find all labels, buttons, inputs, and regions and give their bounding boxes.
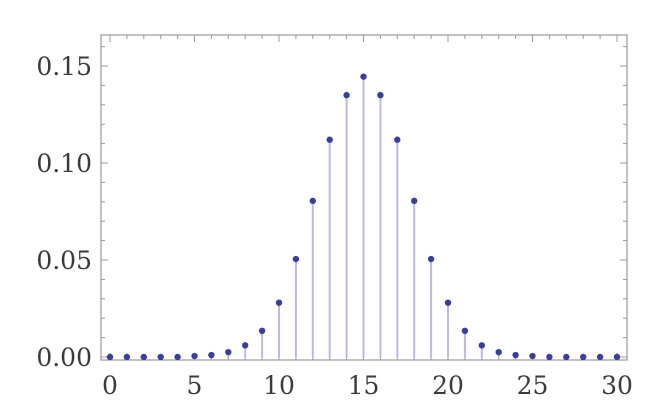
data-point [157, 353, 164, 361]
x-tick-label: 5 [187, 371, 203, 400]
data-point [495, 348, 502, 356]
y-axis-tick-labels: 0.00 0.05 0.10 0.15 [36, 52, 92, 372]
data-point [427, 255, 435, 263]
data-point [174, 353, 181, 361]
data-point [343, 91, 350, 99]
data-point [326, 136, 333, 143]
x-tick-label: 30 [601, 371, 633, 400]
data-point [123, 353, 131, 361]
data-point [394, 136, 401, 143]
data-point [580, 353, 587, 361]
data-point [208, 351, 215, 359]
data-point [377, 91, 384, 99]
x-tick-label: 0 [102, 371, 118, 400]
data-point [411, 197, 418, 205]
data-point [613, 353, 621, 361]
data-stems [227, 76, 500, 357]
data-point [275, 299, 283, 306]
data-point [258, 327, 266, 335]
data-point [106, 353, 114, 361]
data-point [225, 348, 232, 356]
data-points [106, 73, 621, 361]
y-tick-label: 0.05 [36, 246, 92, 275]
data-point [360, 73, 367, 80]
data-point [546, 353, 553, 361]
x-tick-label: 20 [432, 371, 464, 400]
data-point [309, 197, 316, 205]
data-point [563, 353, 570, 361]
data-point [596, 353, 604, 361]
data-point [292, 255, 300, 263]
y-tick-label: 0.00 [36, 343, 92, 372]
data-point [191, 352, 198, 360]
x-axis-tick-labels: 0 5 10 15 20 25 30 [102, 371, 633, 400]
y-tick-label: 0.15 [36, 52, 92, 81]
data-point [444, 299, 452, 306]
data-point [461, 327, 469, 335]
x-tick-label: 25 [517, 371, 549, 400]
data-point [242, 342, 249, 349]
y-tick-label: 0.10 [36, 149, 92, 178]
x-tick-label: 10 [263, 371, 295, 400]
data-point [478, 342, 485, 349]
data-point [140, 353, 147, 361]
x-tick-label: 15 [348, 371, 380, 400]
data-point [512, 351, 519, 359]
data-point [529, 352, 536, 360]
